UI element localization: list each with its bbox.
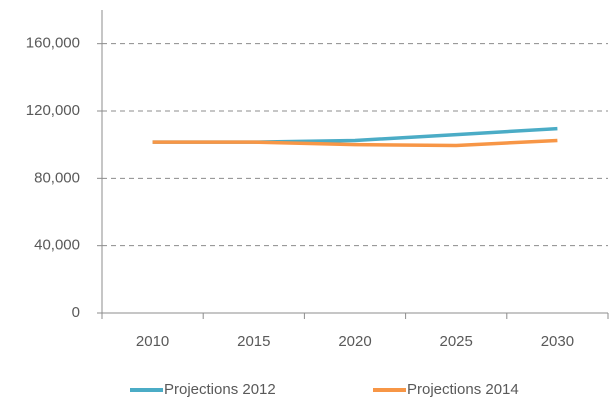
y-tick-label: 120,000 [26, 102, 80, 119]
x-tick-label: 2020 [338, 333, 371, 350]
x-tick-label: 2010 [136, 333, 169, 350]
y-tick-label: 160,000 [26, 35, 80, 52]
x-tick-label: 2030 [541, 333, 574, 350]
y-tick-label: 80,000 [34, 169, 80, 186]
x-tick-label: 2025 [440, 333, 473, 350]
y-tick-label: 0 [72, 304, 80, 321]
series-line [152, 138, 558, 148]
y-tick-label: 40,000 [34, 237, 80, 254]
series-line [152, 126, 558, 144]
legend-label: Projections 2012 [164, 381, 276, 398]
x-tick-label: 2015 [237, 333, 270, 350]
legend-label: Projections 2014 [407, 381, 519, 398]
